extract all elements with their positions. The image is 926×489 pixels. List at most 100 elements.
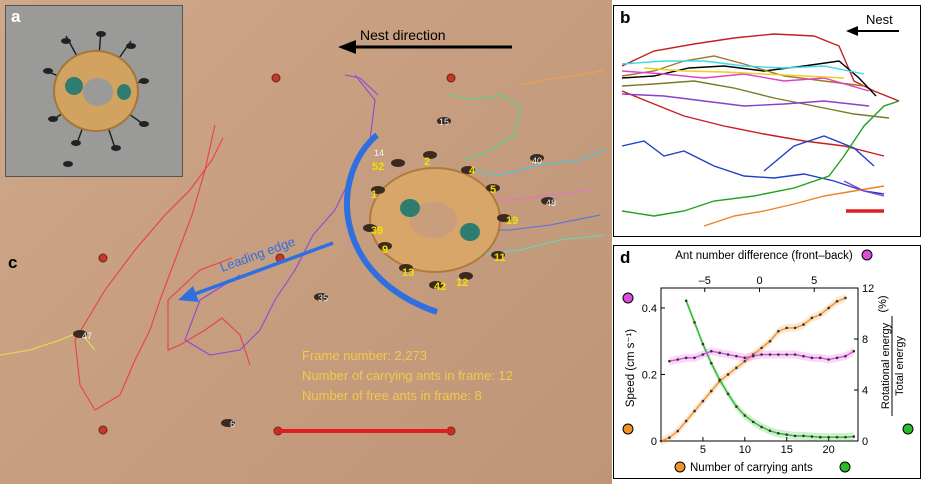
series-point [802, 434, 805, 438]
trajectory-yellow [0, 331, 96, 356]
marker-dot [446, 73, 456, 83]
ant-id-label: 6 [230, 419, 235, 429]
ant [491, 251, 505, 259]
y-right-unit: (%) [877, 295, 889, 312]
y-right-tick-label: 8 [862, 334, 868, 346]
cheerio-spot [117, 84, 131, 100]
trajectory [621, 90, 885, 157]
series-point [818, 356, 822, 360]
panel-c-drawing: 52 2 4 5 1 19 39 9 13 11 42 12 15 14 40 … [0, 15, 606, 436]
series-point [751, 354, 755, 358]
panel-label-b: b [620, 8, 631, 27]
ant [111, 145, 121, 151]
trajectory [621, 93, 870, 107]
series-line [685, 300, 854, 438]
nest-direction-label: Nest direction [360, 27, 446, 43]
series-point [743, 414, 747, 417]
ant [429, 281, 443, 289]
ant-id-label: 1 [371, 189, 377, 201]
series-point [818, 435, 822, 439]
trajectory-green [449, 94, 521, 161]
ant [437, 117, 451, 125]
trajectory [843, 180, 885, 197]
series-point [835, 356, 839, 360]
orange-axis-marker [622, 423, 634, 435]
ant-id-label: 5 [490, 184, 496, 196]
ant [63, 161, 73, 167]
ant [541, 197, 555, 205]
series-point [844, 435, 847, 439]
series-point [768, 353, 772, 356]
series-point [743, 356, 747, 360]
leading-edge-arrow [191, 241, 334, 297]
nest-direction-arrowhead [338, 40, 356, 54]
series-point [735, 366, 738, 370]
panel-label-d: d [620, 248, 631, 267]
series-point [726, 392, 730, 396]
series-point [777, 432, 780, 435]
series-point [827, 306, 830, 310]
series-point [760, 346, 763, 350]
series-point [785, 326, 789, 330]
trajectory [703, 185, 885, 227]
x-tick-label: 5 [700, 444, 706, 456]
ant [139, 121, 149, 127]
series-point [818, 313, 822, 316]
panel-label-a: a [11, 7, 21, 26]
ant-id-label: 11 [494, 252, 506, 264]
y-left-tick-label: 0.4 [642, 303, 657, 315]
panel-a-drawing [43, 30, 149, 167]
series-point [810, 316, 814, 320]
trajectory-red-2 [167, 257, 251, 366]
ant [126, 43, 136, 49]
series-point [676, 358, 680, 361]
ant [73, 330, 87, 338]
ant [71, 140, 81, 146]
panel-b-drawing: Nest [621, 12, 900, 227]
series-point [844, 296, 847, 300]
ant-id-label: 12 [456, 277, 468, 289]
top-axis-label: Ant number difference (front–back) [675, 250, 853, 262]
series-point [793, 326, 797, 330]
ant [378, 242, 392, 250]
series-point [751, 420, 755, 424]
ant [139, 78, 149, 84]
series-point [810, 356, 814, 360]
ant-id-label: 39 [371, 225, 383, 237]
series-point [768, 339, 772, 343]
trajectory [621, 140, 885, 195]
ant-id-label: 15 [439, 117, 449, 127]
ant [61, 38, 71, 44]
y-left-label: Speed (cm s⁻¹) [625, 329, 637, 407]
trajectory [621, 55, 865, 87]
ant [43, 68, 53, 74]
ant [221, 419, 235, 427]
y-right-label-denominator: Total energy [894, 336, 906, 396]
series-point [693, 409, 696, 413]
panel-label-c: c [8, 253, 18, 272]
ant-id-label: 13 [402, 267, 414, 279]
leading-edge-arc [344, 132, 438, 315]
ant [363, 224, 377, 232]
ant-id-label: 9 [382, 244, 388, 256]
ant-id-label: 19 [506, 215, 518, 227]
trajectory-purple-2 [344, 74, 379, 96]
ant [497, 214, 511, 222]
trajectory [621, 70, 870, 92]
series-point [852, 435, 856, 438]
panel-d-chart: d Ant number difference (front–back) Num… [613, 245, 921, 479]
series-point [760, 353, 763, 356]
nest-label: Nest [866, 12, 893, 27]
series-point [684, 419, 688, 423]
series-point [676, 429, 680, 433]
marker-dot [98, 425, 108, 435]
series-point [785, 433, 789, 436]
leading-edge-label: Leading edge [218, 234, 297, 275]
trajectory-red [74, 124, 224, 411]
cheerio-spot [400, 199, 420, 217]
series-point [701, 353, 705, 356]
y-right-label-group: Rotational energy Total energy [880, 316, 906, 416]
x-tick-label: 15 [781, 444, 793, 456]
ant [391, 159, 405, 167]
series-point [793, 353, 797, 356]
